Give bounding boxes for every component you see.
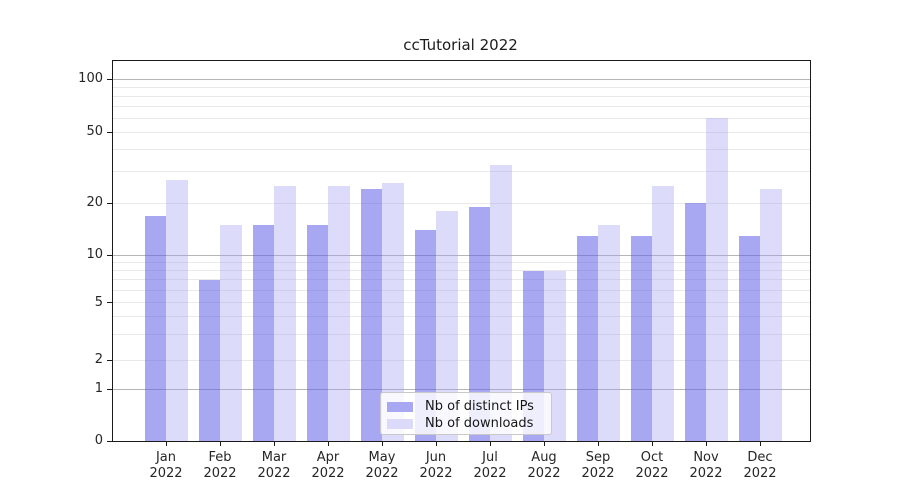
y-tick-mark — [107, 388, 112, 390]
bar-downloads-apr — [328, 186, 350, 441]
x-tick-mark — [490, 441, 491, 446]
y-grid-minor — [113, 302, 810, 304]
y-tick-mark — [107, 78, 112, 80]
bar-downloads-jan — [166, 180, 188, 441]
bar-distinct-ips-nov — [684, 203, 706, 441]
y-tick-mark — [107, 440, 112, 442]
y-tick-label: 50 — [86, 124, 103, 140]
y-grid-minor — [113, 95, 810, 97]
bar-distinct-ips-jul — [468, 207, 490, 441]
bar-downloads-may — [382, 182, 404, 441]
x-tick-mark — [544, 441, 545, 446]
bar-distinct-ips-apr — [306, 224, 328, 441]
y-tick-mark — [107, 131, 112, 133]
y-tick-mark — [107, 202, 112, 204]
bar-downloads-dec — [760, 189, 782, 441]
y-grid-minor — [113, 171, 810, 173]
x-tick-label-jul: Jul 2022 — [473, 450, 507, 481]
x-tick-label-feb: Feb 2022 — [203, 450, 237, 481]
x-tick-label-nov: Nov 2022 — [689, 450, 723, 481]
bar-downloads-feb — [220, 224, 242, 441]
bar-distinct-ips-mar — [252, 224, 274, 441]
y-grid-minor — [113, 270, 810, 272]
y-tick-label: 100 — [78, 71, 103, 87]
bar-distinct-ips-oct — [630, 235, 652, 441]
legend-label-distinct-ips: Nb of distinct IPs — [425, 399, 534, 414]
y-grid-minor — [113, 86, 810, 88]
x-tick-mark — [328, 441, 329, 446]
y-grid-minor — [113, 202, 810, 204]
y-tick-label: 5 — [94, 294, 103, 310]
y-grid-minor — [113, 289, 810, 291]
bar-downloads-jun — [436, 211, 458, 441]
y-grid-minor — [113, 106, 810, 108]
y-grid-minor — [113, 359, 810, 361]
y-tick-label: 10 — [86, 247, 103, 263]
y-grid-minor — [113, 149, 810, 151]
plot-area: Nb of distinct IPs Nb of downloads 0 1 2 5 1… — [78, 60, 811, 481]
x-tick-label-apr: Apr 2022 — [311, 450, 345, 481]
x-tick-label-jan: Jan 2022 — [149, 450, 183, 481]
x-tick-mark — [760, 441, 761, 446]
bar-downloads-nov — [706, 118, 728, 441]
legend-swatch-downloads — [387, 418, 413, 429]
x-tick-label-jun: Jun 2022 — [419, 450, 453, 481]
bar-distinct-ips-feb — [198, 279, 220, 441]
x-tick-label-aug: Aug 2022 — [527, 450, 561, 481]
y-grid-minor — [113, 131, 810, 133]
chart-title: ccTutorial 2022 — [403, 36, 518, 54]
y-tick-mark — [107, 302, 112, 304]
x-tick-mark — [166, 441, 167, 446]
x-tick-mark — [598, 441, 599, 446]
legend-item-distinct-ips: Nb of distinct IPs — [387, 398, 543, 415]
y-tick-mark — [107, 359, 112, 361]
x-tick-label-sep: Sep 2022 — [581, 450, 615, 481]
y-grid-major — [113, 388, 810, 390]
y-tick-label: 2 — [94, 352, 103, 368]
bar-downloads-oct — [652, 186, 674, 441]
y-grid-minor — [113, 334, 810, 336]
legend-label-downloads: Nb of downloads — [425, 416, 534, 431]
x-tick-mark — [436, 441, 437, 446]
y-tick-label: 0 — [94, 433, 103, 448]
x-tick-label-may: May 2022 — [365, 450, 399, 481]
bar-downloads-sep — [598, 224, 620, 441]
x-tick-label-dec: Dec 2022 — [743, 450, 777, 481]
bar-distinct-ips-dec — [738, 235, 760, 441]
x-tick-mark — [652, 441, 653, 446]
x-tick-mark — [220, 441, 221, 446]
x-tick-label-mar: Mar 2022 — [257, 450, 291, 481]
y-grid-minor — [113, 316, 810, 318]
legend-item-downloads: Nb of downloads — [387, 415, 543, 432]
bar-distinct-ips-jan — [144, 215, 166, 441]
legend-swatch-distinct-ips — [387, 401, 413, 412]
y-grid-minor — [113, 117, 810, 119]
x-tick-mark — [706, 441, 707, 446]
x-tick-mark — [382, 441, 383, 446]
y-grid-major — [113, 254, 810, 256]
x-tick-label-oct: Oct 2022 — [635, 450, 669, 481]
bar-distinct-ips-jun — [414, 230, 436, 441]
bar-downloads-mar — [274, 186, 296, 441]
y-grid-major — [113, 78, 810, 80]
y-tick-mark — [107, 254, 112, 256]
bar-distinct-ips-may — [360, 189, 382, 441]
y-tick-label: 1 — [94, 381, 103, 397]
bar-distinct-ips-sep — [576, 235, 598, 441]
y-grid-minor — [113, 279, 810, 281]
y-tick-label: 20 — [86, 195, 103, 211]
x-tick-mark — [274, 441, 275, 446]
y-grid-minor — [113, 262, 810, 263]
bar-downloads-jul — [490, 164, 512, 441]
legend: Nb of distinct IPs Nb of downloads — [380, 392, 552, 435]
